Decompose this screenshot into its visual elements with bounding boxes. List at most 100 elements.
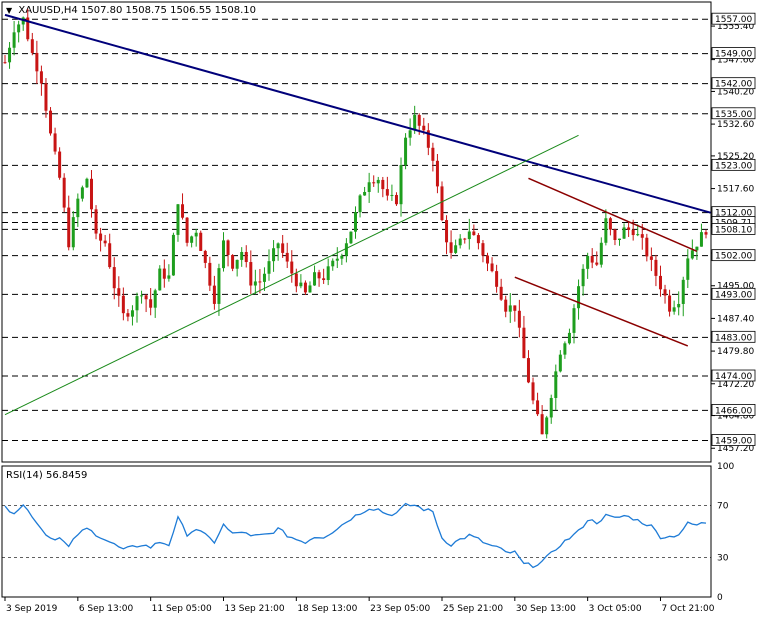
candle-bull (140, 295, 144, 297)
candle-bear (504, 299, 508, 312)
rsi-tick-label: 30 (717, 554, 729, 564)
candle-bear (294, 273, 298, 287)
level-label-box (711, 249, 756, 262)
candle-bear (290, 261, 294, 274)
candle-bull (171, 234, 175, 276)
candle-bear (394, 194, 398, 205)
channel-upper-trendline (528, 177, 698, 253)
candle-bear (445, 220, 449, 243)
candle-bear (199, 232, 203, 251)
level-label-box (711, 158, 756, 171)
candle-bull (363, 191, 367, 196)
price-tick-label: 1457.20 (717, 444, 754, 454)
candle-bear (540, 414, 544, 435)
candle-bear (67, 207, 71, 248)
open-value: 1507.80 (80, 5, 123, 16)
collapse-triangle-icon[interactable]: ▼ (6, 6, 13, 15)
candle-bull (190, 236, 194, 243)
candle-bull (636, 234, 640, 236)
candle-bear (613, 229, 617, 240)
candle-bear (49, 110, 53, 134)
candle-bull (308, 285, 312, 293)
price-tick-label: 1464.80 (717, 412, 754, 422)
candle-bull (240, 251, 244, 260)
candle-bear (649, 256, 653, 260)
uptrend-trendline (4, 134, 579, 416)
candle-bull (399, 165, 403, 205)
candle-bull (404, 137, 408, 166)
candle-bear (185, 217, 189, 243)
candle-bull (267, 261, 271, 274)
candle-bull (572, 308, 576, 333)
candle-bear (285, 252, 289, 262)
candle-bear (372, 182, 376, 184)
candle-bull (554, 371, 558, 398)
candle-bull (153, 290, 157, 308)
price-tick-label: 1517.60 (717, 185, 754, 195)
time-tick-label: 6 Sep 13:00 (79, 604, 134, 614)
candle-bull (604, 218, 608, 243)
candle-bull (622, 227, 626, 239)
candle-bear (658, 275, 662, 290)
candle-bull (695, 246, 699, 251)
candle-bear (30, 39, 34, 53)
candle-bear (103, 240, 107, 244)
level-label-box (711, 369, 756, 382)
level-label-box (711, 107, 756, 120)
candle-bear (117, 288, 121, 296)
candle-bear (126, 313, 130, 317)
level-label-box (711, 223, 756, 235)
candle-bear (212, 285, 216, 304)
price-pane-frame (1, 1, 712, 463)
candle-bear (590, 256, 594, 263)
candle-bear (595, 262, 599, 265)
time-tick-label: 18 Sep 13:00 (297, 604, 357, 614)
level-label: 1535.00 (715, 110, 752, 120)
candle-bull (221, 240, 225, 269)
candle-bear (89, 178, 93, 210)
chart-header: ▼ XAUUSD,H4 1507.80 1508.75 1506.55 1508… (6, 5, 256, 16)
candle-bear (440, 186, 444, 221)
candle-bear (522, 327, 526, 359)
price-tick-label: 1540.20 (717, 87, 754, 97)
candle-bear (517, 310, 521, 328)
level-label: 1466.00 (715, 406, 752, 416)
rsi-tick-label: 100 (717, 462, 734, 472)
low-value: 1506.55 (170, 5, 212, 16)
candle-bear (244, 251, 248, 263)
candle-bear (149, 299, 153, 308)
candle-bull (335, 258, 339, 261)
candle-bear (531, 382, 535, 401)
candle-bull (599, 242, 603, 265)
level-label-box (711, 434, 756, 446)
rsi-label: RSI(14) (6, 470, 43, 481)
candle-bear (53, 133, 57, 152)
candle-bear (663, 289, 667, 296)
candle-bull (272, 248, 276, 262)
candle-bull (458, 238, 462, 246)
candle-bear (58, 151, 62, 178)
level-label-box (711, 330, 756, 343)
candle-bear (631, 229, 635, 236)
candle-bull (467, 231, 471, 240)
candle-bull (558, 354, 562, 372)
downtrend-trendline (4, 13, 711, 214)
level-label-box (711, 404, 756, 416)
level-label: 1512.00 (715, 209, 752, 219)
level-label: 1483.00 (715, 333, 752, 343)
candle-bull (454, 245, 458, 253)
candle-bear (203, 250, 207, 263)
candle-bull (331, 260, 335, 267)
candle-bear (476, 235, 480, 244)
rsi-line (4, 502, 707, 569)
level-label: 1523.00 (715, 161, 752, 171)
candle-bear (144, 295, 148, 300)
level-label-box (711, 287, 756, 300)
candle-bear (654, 259, 658, 276)
price-tick-label: 1555.40 (717, 22, 754, 32)
candle-bull (8, 47, 12, 63)
level-label-box (711, 47, 756, 59)
candle-bull (563, 343, 567, 355)
candle-bear (640, 234, 644, 238)
